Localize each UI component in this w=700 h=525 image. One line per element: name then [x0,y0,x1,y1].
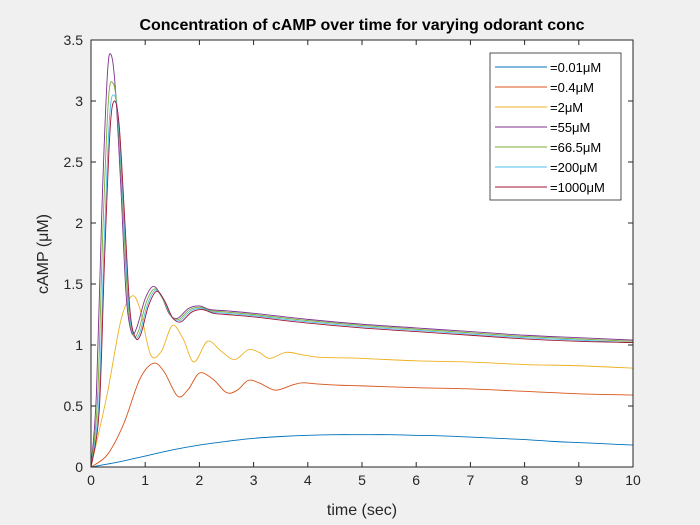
y-tick-label: 3 [75,93,83,109]
series-line-2 [90,295,634,468]
y-axis-label: cAMP (μM) [35,214,52,294]
ticks-layer: 0 1 2 3 4 5 6 7 8 9 10 0 0.5 1 1.5 2 2.5 3 3.5 [64,32,641,488]
legend-label: =2μM [550,100,583,115]
legend-label: =200μM [550,160,598,175]
x-tick-label: 9 [575,472,583,488]
x-tick-label: 6 [412,472,420,488]
x-tick-label: 1 [141,472,149,488]
x-tick-label: 5 [358,472,366,488]
legend-label: =55μM [550,120,590,135]
x-tick-label: 4 [304,472,312,488]
series-line-6 [90,100,634,468]
legend-label: =0.01μM [550,60,601,75]
y-tick-label: 3.5 [64,32,84,48]
y-tick-label: 1.5 [64,276,84,292]
legend: =0.01μM =0.4μM =2μM =55μM =66.5μM =200μM =1000… [489,52,622,201]
x-tick-label: 7 [467,472,475,488]
y-tick-label: 0.5 [64,398,84,414]
y-tick-label: 0 [75,459,83,475]
legend-label: =1000μM [550,180,605,195]
y-tick-label: 1 [75,337,83,353]
legend-label: =66.5μM [550,140,601,155]
x-tick-label: 3 [250,472,258,488]
series-layer [90,53,634,468]
series-line-5 [90,94,634,468]
x-tick-label: 0 [87,472,95,488]
y-tick-label: 2.5 [64,154,84,170]
series-line-1 [90,362,634,468]
axes-box [90,39,634,468]
y-tick-label: 2 [75,215,83,231]
legend-label: =0.4μM [550,80,594,95]
series-line-0 [90,434,634,468]
x-tick-label: 2 [196,472,204,488]
x-tick-label: 8 [521,472,529,488]
chart-title: Concentration of cAMP over time for vary… [139,17,584,34]
x-tick-label: 10 [625,472,641,488]
x-axis-label: time (sec) [327,502,397,519]
